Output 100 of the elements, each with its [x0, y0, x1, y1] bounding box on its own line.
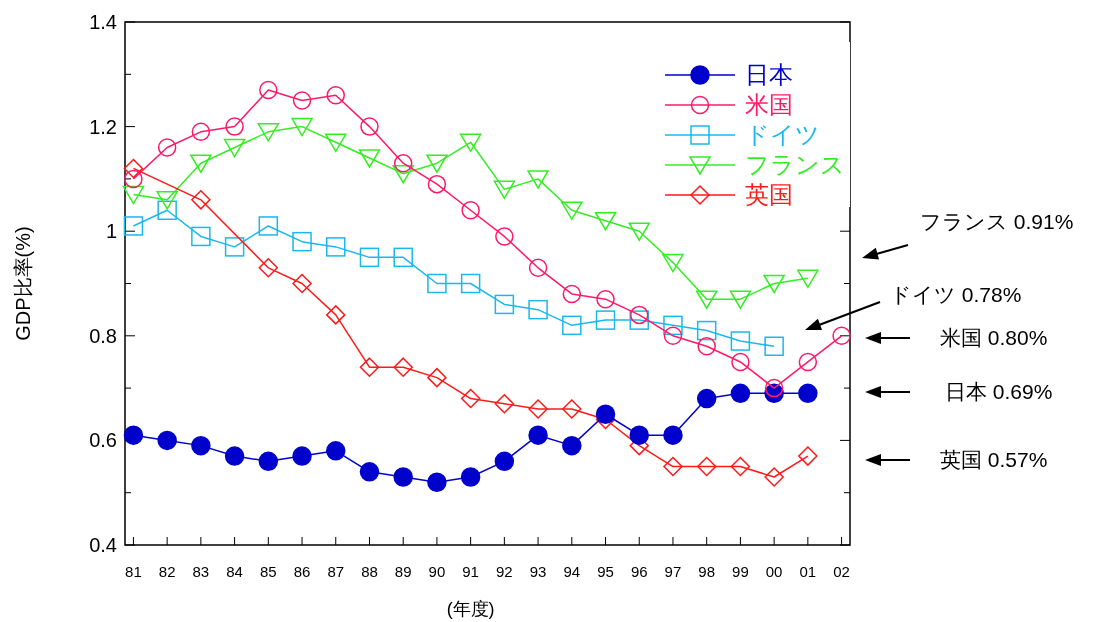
point	[663, 456, 683, 477]
y-axis-title: GDP比率(%)	[12, 226, 34, 341]
point	[595, 404, 616, 424]
point	[528, 299, 548, 320]
point	[764, 467, 784, 487]
point	[258, 258, 279, 278]
x-axis-title: (年度)	[446, 599, 495, 619]
point	[594, 211, 617, 231]
point	[763, 274, 785, 294]
point	[528, 399, 548, 419]
point	[696, 320, 717, 341]
x-tick-label: 89	[394, 563, 412, 580]
point	[798, 352, 818, 372]
point	[292, 231, 312, 252]
point	[730, 383, 751, 404]
point	[259, 80, 278, 100]
point	[764, 378, 784, 398]
point	[190, 154, 212, 173]
point	[360, 117, 379, 136]
point	[191, 226, 211, 247]
point	[325, 133, 347, 153]
point	[258, 216, 279, 236]
legend-label: 日本	[745, 61, 793, 89]
point	[696, 388, 717, 409]
point	[258, 451, 279, 472]
point	[662, 253, 684, 273]
point	[156, 191, 178, 210]
point	[764, 336, 784, 357]
point	[562, 399, 582, 419]
point	[562, 284, 582, 304]
x-tick-label: 94	[563, 563, 581, 580]
point	[797, 269, 819, 289]
legend-label: 英国	[745, 181, 793, 209]
x-tick-label: 87	[327, 563, 345, 580]
x-tick-label: 88	[361, 563, 378, 580]
y-tick-label: 1	[105, 220, 117, 243]
point	[495, 227, 514, 246]
point	[157, 430, 177, 451]
point	[427, 273, 447, 294]
point	[292, 446, 312, 466]
x-tick-label: 86	[293, 563, 311, 580]
point	[123, 216, 144, 236]
point	[628, 222, 650, 241]
point	[461, 201, 480, 220]
point	[663, 326, 683, 346]
point	[124, 169, 143, 189]
point	[157, 138, 177, 157]
point	[427, 367, 447, 388]
point	[629, 425, 649, 445]
point	[291, 117, 313, 137]
point	[730, 456, 751, 477]
point	[528, 425, 548, 445]
point	[326, 441, 346, 461]
point	[326, 237, 346, 257]
point	[596, 289, 615, 309]
point	[460, 467, 481, 487]
point	[359, 462, 380, 482]
x-tick-label: 96	[630, 563, 648, 580]
point	[359, 247, 380, 268]
point	[459, 133, 482, 153]
point	[225, 117, 244, 136]
x-tick-label: 83	[192, 563, 210, 580]
point	[730, 331, 751, 351]
text: 日本 0.69%	[945, 380, 1053, 404]
point	[393, 153, 413, 173]
x-tick-label: 98	[698, 563, 716, 580]
text: ドイツ 0.78%	[890, 283, 1022, 307]
point	[798, 383, 818, 404]
point	[191, 190, 211, 210]
point	[292, 273, 312, 294]
point	[562, 435, 582, 456]
y-tick-label: 0.6	[89, 429, 117, 452]
point	[528, 258, 548, 278]
point	[157, 200, 177, 221]
point	[358, 149, 381, 168]
point	[392, 164, 414, 184]
point	[629, 305, 649, 325]
point	[696, 456, 717, 477]
text: 米国 0.80%	[940, 326, 1048, 350]
point	[426, 154, 448, 173]
x-tick-label: 81	[125, 563, 142, 580]
point	[663, 425, 683, 445]
point	[224, 237, 245, 257]
point	[493, 180, 516, 200]
legend-label: ドイツ	[745, 121, 820, 149]
point	[562, 315, 582, 336]
point	[257, 123, 280, 142]
x-tick-label: 00	[765, 563, 783, 580]
point	[494, 294, 515, 315]
point	[123, 158, 144, 179]
point	[595, 310, 616, 330]
x-tick-label: 84	[226, 563, 243, 580]
point	[191, 435, 211, 456]
point	[663, 315, 683, 336]
text: 英国 0.57%	[940, 448, 1048, 472]
point	[122, 185, 145, 205]
point	[393, 357, 413, 377]
point	[561, 201, 583, 221]
point	[191, 122, 211, 142]
x-tick-label: 92	[496, 563, 513, 580]
